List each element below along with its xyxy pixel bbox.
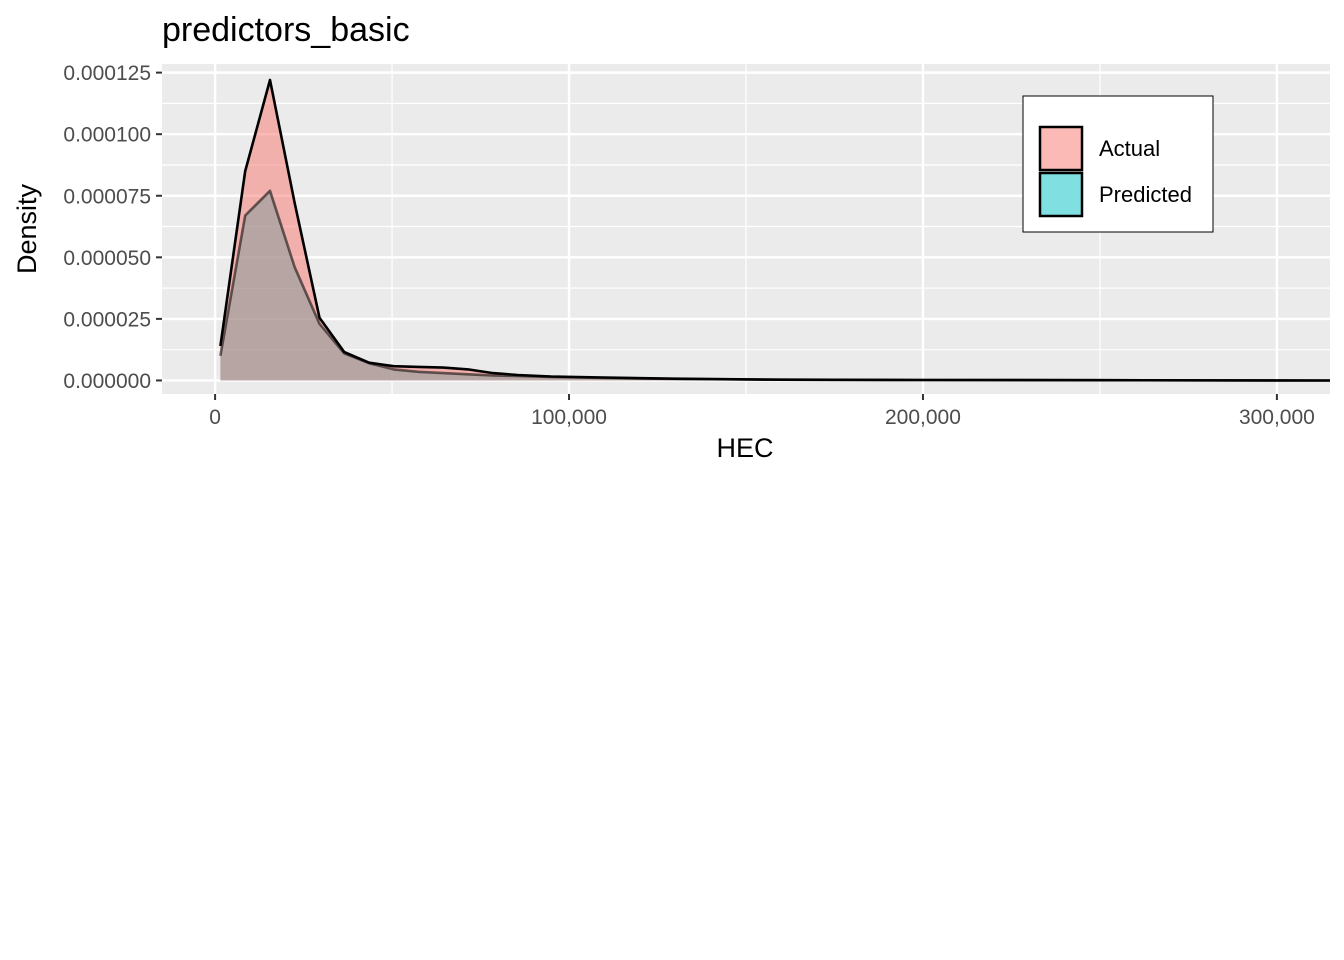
y-tick-label: 0.000125 — [63, 62, 151, 85]
x-tick-label: 300,000 — [1239, 406, 1315, 429]
legend: Actual Predicted — [1022, 95, 1214, 233]
density-area-actual — [220, 80, 1330, 381]
y-tick-label: 0.000075 — [63, 185, 151, 208]
x-axis: 0 100,000 200,000 300,000 — [209, 394, 1315, 429]
legend-key-predicted — [1038, 171, 1084, 218]
y-tick-label: 0.000050 — [63, 247, 151, 270]
x-axis-title: HEC — [716, 433, 773, 463]
y-tick-label: 0.000100 — [63, 124, 151, 147]
chart-title: predictors_basic — [162, 11, 410, 49]
x-tick-label: 100,000 — [531, 406, 607, 429]
legend-label-actual: Actual — [1099, 136, 1160, 161]
density-line-actual — [219, 78, 1331, 382]
y-axis: 0.000000 0.000025 0.000050 0.000075 0.000100… — [63, 62, 162, 393]
legend-key-actual — [1038, 125, 1084, 172]
x-tick-label: 0 — [209, 406, 221, 429]
y-tick-label: 0.000000 — [63, 370, 151, 393]
density-areas — [219, 78, 1331, 382]
y-axis-title: Density — [12, 183, 42, 274]
x-tick-label: 200,000 — [885, 406, 961, 429]
legend-label-predicted: Predicted — [1099, 182, 1192, 207]
y-tick-label: 0.000025 — [63, 308, 151, 331]
